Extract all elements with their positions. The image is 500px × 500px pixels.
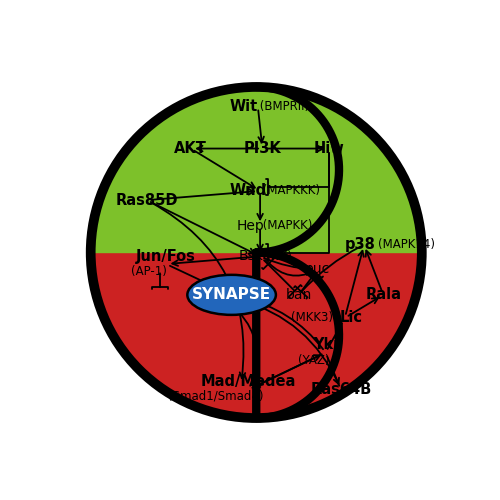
Text: (JNK): (JNK)	[258, 250, 292, 263]
Text: Wnd: Wnd	[230, 184, 267, 198]
Text: puc: puc	[305, 262, 330, 276]
Text: (AP-1): (AP-1)	[132, 265, 167, 278]
Ellipse shape	[188, 275, 276, 315]
Text: (MAPKKK): (MAPKKK)	[258, 184, 320, 198]
Circle shape	[90, 87, 422, 418]
Text: Lic: Lic	[340, 310, 362, 326]
Text: Jun/Fos: Jun/Fos	[136, 249, 196, 264]
Text: ban: ban	[286, 288, 312, 302]
Text: (MAPKK): (MAPKK)	[258, 219, 312, 232]
Circle shape	[174, 252, 339, 418]
Text: (MAPK14): (MAPK14)	[378, 238, 435, 252]
Text: (BMPRII): (BMPRII)	[256, 100, 310, 112]
Text: p38: p38	[345, 238, 376, 252]
Text: Bsk: Bsk	[238, 250, 264, 264]
Text: PI3K: PI3K	[244, 141, 282, 156]
Circle shape	[174, 87, 339, 252]
Text: Hep: Hep	[237, 218, 264, 232]
Text: Hiw: Hiw	[314, 141, 345, 156]
Text: (Smad1/Smad4): (Smad1/Smad4)	[168, 389, 264, 402]
Text: (MKK3): (MKK3)	[292, 312, 334, 324]
Text: Mad/Medea: Mad/Medea	[201, 374, 296, 390]
Text: Rala: Rala	[366, 288, 402, 302]
Text: Wit: Wit	[230, 98, 258, 114]
Text: Ras85D: Ras85D	[116, 192, 178, 208]
Text: (YAZ): (YAZ)	[298, 354, 330, 367]
Wedge shape	[90, 87, 422, 252]
Text: Yki: Yki	[313, 338, 338, 352]
Text: SYNAPSE: SYNAPSE	[192, 288, 271, 302]
Text: Ras64B: Ras64B	[310, 382, 372, 397]
Text: AKT: AKT	[174, 141, 207, 156]
